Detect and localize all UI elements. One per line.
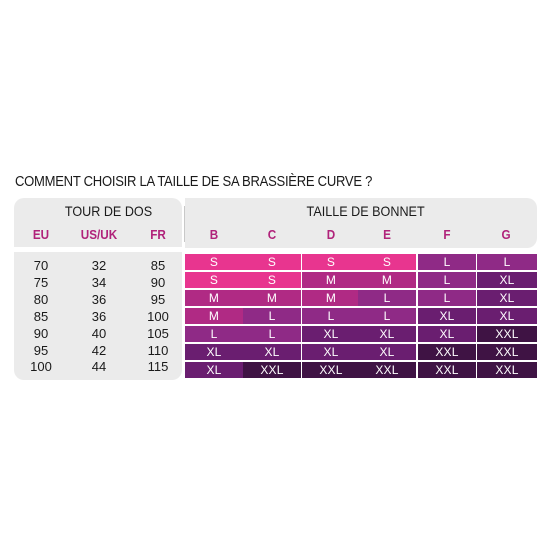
- table-cell: 95: [150, 291, 166, 307]
- size-cell: XL: [185, 344, 243, 360]
- size-cell: M: [185, 308, 243, 324]
- size-cell: L: [358, 308, 416, 324]
- size-cell: M: [185, 290, 243, 306]
- size-cell: S: [243, 254, 301, 270]
- tour-de-dos-label: TOUR DE DOS: [64, 203, 153, 219]
- table-cell: 90: [33, 325, 49, 341]
- size-cell: XL: [302, 344, 360, 360]
- size-cell: XXL: [418, 344, 476, 360]
- table-cell: 100: [147, 308, 169, 324]
- column-header-c: C: [267, 227, 277, 242]
- column-header-f: F: [443, 227, 451, 242]
- table-cell: 105: [147, 325, 169, 341]
- size-cell: L: [358, 290, 416, 306]
- table-row: 75 34 90: [14, 275, 182, 291]
- tour-de-dos-panel: [14, 198, 182, 380]
- size-cell: S: [243, 272, 301, 288]
- size-cell: L: [243, 326, 301, 342]
- size-cell: L: [302, 308, 360, 324]
- size-grid: S S S S L L S S M M L XL M M M L L XL M L L L XL XL L L XL XL XL XXL X…: [185, 254, 537, 380]
- table-cell: 40: [91, 325, 107, 341]
- size-cell: XXL: [358, 362, 416, 378]
- size-cell: XXL: [243, 362, 301, 378]
- table-cell: 115: [147, 359, 169, 375]
- size-cell: S: [185, 272, 243, 288]
- table-cell: 36: [91, 291, 107, 307]
- header-separator: [184, 206, 185, 242]
- table-cell: 42: [91, 342, 107, 358]
- table-row: 90 40 105: [14, 326, 182, 342]
- table-cell: 95: [33, 342, 49, 358]
- table-cell: 44: [91, 359, 107, 375]
- table-cell: 110: [147, 342, 169, 358]
- size-cell: XL: [302, 326, 360, 342]
- column-header-b: B: [209, 227, 219, 242]
- size-cell: L: [418, 290, 476, 306]
- table-row: 80 36 95: [14, 292, 182, 308]
- size-cell: XXL: [302, 362, 360, 378]
- size-cell: XL: [185, 362, 243, 378]
- size-cell: XXL: [477, 362, 537, 378]
- size-cell: S: [302, 254, 360, 270]
- size-cell: XL: [477, 308, 537, 324]
- size-cell: XXL: [477, 326, 537, 342]
- table-cell: 85: [33, 308, 49, 324]
- size-cell: XL: [418, 308, 476, 324]
- table-row: 85 36 100: [14, 309, 182, 325]
- size-cell: XL: [418, 326, 476, 342]
- size-cell: L: [418, 254, 476, 270]
- size-cell: XL: [477, 272, 537, 288]
- size-cell: L: [243, 308, 301, 324]
- column-header-us-uk: US/UK: [80, 227, 118, 242]
- table-cell: 75: [33, 274, 49, 290]
- size-cell: XL: [358, 326, 416, 342]
- size-cell: M: [302, 290, 360, 306]
- size-cell: M: [302, 272, 360, 288]
- size-cell: L: [477, 254, 537, 270]
- size-cell: XXL: [418, 362, 476, 378]
- table-cell: 36: [91, 308, 107, 324]
- table-cell: 85: [150, 258, 166, 273]
- column-header-d: D: [326, 227, 336, 242]
- size-cell: M: [243, 290, 301, 306]
- size-cell: M: [358, 272, 416, 288]
- header-divider: [14, 247, 182, 252]
- size-cell: XL: [243, 344, 301, 360]
- size-cell: S: [358, 254, 416, 270]
- table-row: 100 44 115: [14, 359, 182, 375]
- size-cell: L: [418, 272, 476, 288]
- table-cell: 70: [33, 258, 49, 273]
- size-cell: XL: [358, 344, 416, 360]
- table-row: 95 42 110: [14, 343, 182, 359]
- table-cell: 80: [33, 291, 49, 307]
- table-cell: 100: [30, 359, 52, 375]
- table-cell: 90: [150, 274, 166, 290]
- column-header-eu: EU: [32, 227, 50, 242]
- size-cell: L: [185, 326, 243, 342]
- table-cell: 32: [91, 258, 107, 273]
- taille-de-bonnet-label: TAILLE DE BONNET: [306, 203, 425, 219]
- table-cell: 34: [91, 274, 107, 290]
- taille-de-bonnet-header-panel: [185, 198, 537, 248]
- column-header-fr: FR: [150, 227, 166, 242]
- size-cell: XL: [477, 290, 537, 306]
- chart-title: COMMENT CHOISIR LA TAILLE DE SA BRASSIÈR…: [15, 174, 373, 190]
- size-cell: XXL: [477, 344, 537, 360]
- column-header-e: E: [383, 227, 391, 242]
- column-header-g: G: [501, 227, 511, 242]
- size-cell: S: [185, 254, 243, 270]
- table-row: 70 32 85: [14, 258, 182, 274]
